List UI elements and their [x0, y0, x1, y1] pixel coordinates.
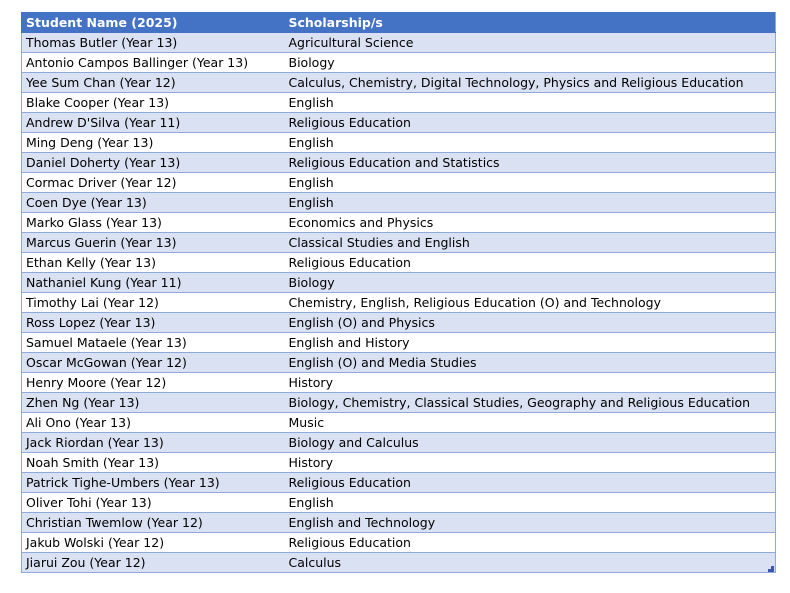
- table-row: Jakub Wolski (Year 12) Religious Educatio…: [21, 532, 776, 553]
- student-name-cell[interactable]: Noah Smith (Year 13): [21, 452, 285, 473]
- scholarship-cell[interactable]: Economics and Physics: [284, 212, 776, 233]
- table-row: Patrick Tighe-Umbers (Year 13) Religious …: [21, 472, 776, 493]
- table-row: Timothy Lai (Year 12) Chemistry, English,…: [21, 292, 776, 313]
- table-resize-handle-icon[interactable]: [768, 566, 774, 572]
- student-name-cell[interactable]: Marko Glass (Year 13): [21, 212, 285, 233]
- student-name-cell[interactable]: Antonio Campos Ballinger (Year 13): [21, 52, 285, 73]
- student-name-cell[interactable]: Jack Riordan (Year 13): [21, 432, 285, 453]
- table-row: Coen Dye (Year 13) English: [21, 192, 776, 213]
- scholarship-cell[interactable]: English and Technology: [284, 512, 776, 533]
- student-name-cell[interactable]: Timothy Lai (Year 12): [21, 292, 285, 313]
- scholarship-cell[interactable]: Classical Studies and English: [284, 232, 776, 253]
- student-name-cell[interactable]: Jiarui Zou (Year 12): [21, 552, 285, 573]
- header-row: Student Name (2025) Scholarship/s: [21, 12, 776, 33]
- student-name-cell[interactable]: Coen Dye (Year 13): [21, 192, 285, 213]
- scholarship-cell[interactable]: History: [284, 372, 776, 393]
- scholarship-cell[interactable]: History: [284, 452, 776, 473]
- student-name-cell[interactable]: Blake Cooper (Year 13): [21, 92, 285, 113]
- table-row: Samuel Mataele (Year 13) English and Hist…: [21, 332, 776, 353]
- scholarship-cell[interactable]: Biology: [284, 52, 776, 73]
- scholarship-cell[interactable]: English (O) and Media Studies: [284, 352, 776, 373]
- scholarship-cell[interactable]: English: [284, 92, 776, 113]
- header-scholarships[interactable]: Scholarship/s: [284, 12, 776, 33]
- student-name-cell[interactable]: Christian Twemlow (Year 12): [21, 512, 285, 533]
- student-name-cell[interactable]: Oscar McGowan (Year 12): [21, 352, 285, 373]
- student-name-cell[interactable]: Thomas Butler (Year 13): [21, 32, 285, 53]
- scholarship-cell[interactable]: English and History: [284, 332, 776, 353]
- student-name-cell[interactable]: Nathaniel Kung (Year 11): [21, 272, 285, 293]
- scholarship-cell[interactable]: Music: [284, 412, 776, 433]
- table-row: Noah Smith (Year 13) History: [21, 452, 776, 473]
- scholarship-cell[interactable]: Biology: [284, 272, 776, 293]
- student-name-cell[interactable]: Ethan Kelly (Year 13): [21, 252, 285, 273]
- table-row: Cormac Driver (Year 12) English: [21, 172, 776, 193]
- scholarship-cell[interactable]: Religious Education and Statistics: [284, 152, 776, 173]
- table-row: Blake Cooper (Year 13) English: [21, 92, 776, 113]
- student-name-cell[interactable]: Patrick Tighe-Umbers (Year 13): [21, 472, 285, 493]
- table-row: Ethan Kelly (Year 13) Religious Education: [21, 252, 776, 273]
- scholarship-cell[interactable]: Religious Education: [284, 472, 776, 493]
- student-name-cell[interactable]: Cormac Driver (Year 12): [21, 172, 285, 193]
- scholarship-cell[interactable]: Religious Education: [284, 252, 776, 273]
- scholarship-cell[interactable]: Biology and Calculus: [284, 432, 776, 453]
- student-name-cell[interactable]: Ming Deng (Year 13): [21, 132, 285, 153]
- table-row: Oliver Tohi (Year 13) English: [21, 492, 776, 513]
- table-row: Daniel Doherty (Year 13) Religious Educat…: [21, 152, 776, 173]
- table-row: Christian Twemlow (Year 12) English and T…: [21, 512, 776, 533]
- scholarship-cell[interactable]: Agricultural Science: [284, 32, 776, 53]
- scholarship-table: Student Name (2025) Scholarship/s Thomas…: [21, 12, 776, 573]
- scholarship-cell[interactable]: Calculus, Chemistry, Digital Technology,…: [284, 72, 776, 93]
- table-row: Nathaniel Kung (Year 11) Biology: [21, 272, 776, 293]
- scholarship-cell[interactable]: Religious Education: [284, 532, 776, 553]
- student-name-cell[interactable]: Marcus Guerin (Year 13): [21, 232, 285, 253]
- header-student-name[interactable]: Student Name (2025): [21, 12, 285, 33]
- table-row: Jiarui Zou (Year 12) Calculus: [21, 552, 776, 573]
- scholarship-cell[interactable]: English: [284, 192, 776, 213]
- scholarship-cell[interactable]: Biology, Chemistry, Classical Studies, G…: [284, 392, 776, 413]
- scholarship-cell[interactable]: English: [284, 492, 776, 513]
- student-name-cell[interactable]: Henry Moore (Year 12): [21, 372, 285, 393]
- student-name-cell[interactable]: Oliver Tohi (Year 13): [21, 492, 285, 513]
- table-row: Marko Glass (Year 13) Economics and Physi…: [21, 212, 776, 233]
- table-row: Ming Deng (Year 13) English: [21, 132, 776, 153]
- scholarship-cell[interactable]: English: [284, 172, 776, 193]
- table-row: Marcus Guerin (Year 13) Classical Studies…: [21, 232, 776, 253]
- student-name-cell[interactable]: Samuel Mataele (Year 13): [21, 332, 285, 353]
- table-row: Antonio Campos Ballinger (Year 13) Biolog…: [21, 52, 776, 73]
- table-row: Jack Riordan (Year 13) Biology and Calcul…: [21, 432, 776, 453]
- resize-handle-bar-vertical: [771, 566, 774, 572]
- table-row: Zhen Ng (Year 13) Biology, Chemistry, Cla…: [21, 392, 776, 413]
- scholarship-cell[interactable]: Religious Education: [284, 112, 776, 133]
- table-row: Yee Sum Chan (Year 12) Calculus, Chemistr…: [21, 72, 776, 93]
- scholarship-cell[interactable]: Calculus: [284, 552, 776, 573]
- student-name-cell[interactable]: Yee Sum Chan (Year 12): [21, 72, 285, 93]
- table-row: Ali Ono (Year 13) Music: [21, 412, 776, 433]
- student-name-cell[interactable]: Jakub Wolski (Year 12): [21, 532, 285, 553]
- student-name-cell[interactable]: Daniel Doherty (Year 13): [21, 152, 285, 173]
- scholarship-cell[interactable]: English (O) and Physics: [284, 312, 776, 333]
- table-row: Ross Lopez (Year 13) English (O) and Phys…: [21, 312, 776, 333]
- table-row: Henry Moore (Year 12) History: [21, 372, 776, 393]
- student-name-cell[interactable]: Ali Ono (Year 13): [21, 412, 285, 433]
- student-name-cell[interactable]: Andrew D'Silva (Year 11): [21, 112, 285, 133]
- table-row: Oscar McGowan (Year 12) English (O) and M…: [21, 352, 776, 373]
- scholarship-cell[interactable]: Chemistry, English, Religious Education …: [284, 292, 776, 313]
- table-row: Thomas Butler (Year 13) Agricultural Scie…: [21, 32, 776, 53]
- scholarship-cell[interactable]: English: [284, 132, 776, 153]
- student-name-cell[interactable]: Zhen Ng (Year 13): [21, 392, 285, 413]
- student-name-cell[interactable]: Ross Lopez (Year 13): [21, 312, 285, 333]
- table-row: Andrew D'Silva (Year 11) Religious Educat…: [21, 112, 776, 133]
